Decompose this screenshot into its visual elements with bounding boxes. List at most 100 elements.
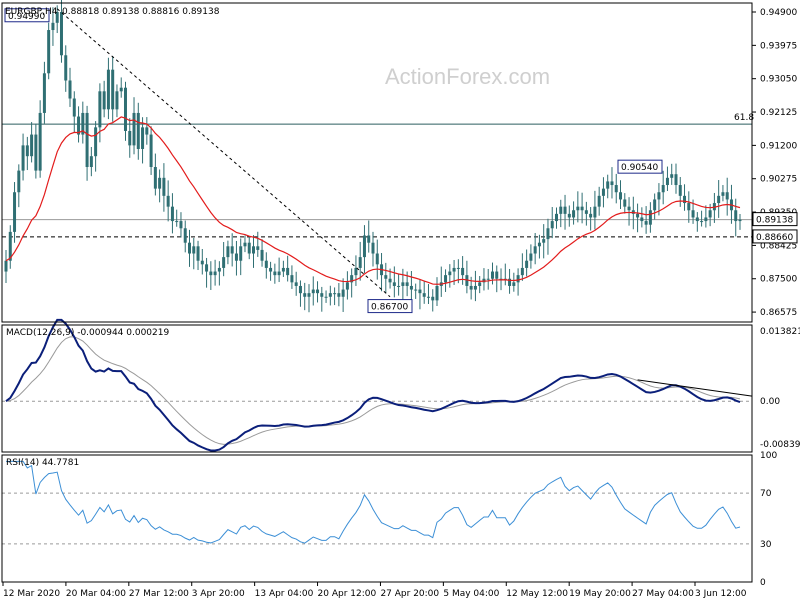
- x-tick-label: 13 Apr 04:00: [255, 589, 314, 599]
- candle: [149, 126, 153, 175]
- candle-body: [59, 12, 63, 56]
- candle-body: [678, 185, 682, 196]
- candle: [243, 235, 247, 253]
- price-tick-label: 0.91200: [760, 141, 797, 151]
- candle-body: [670, 174, 674, 178]
- candle-body: [145, 127, 149, 135]
- annotation-box: 0.90540: [617, 159, 663, 174]
- candle: [34, 123, 38, 179]
- candle: [567, 205, 571, 227]
- candle: [597, 186, 601, 216]
- candle: [239, 238, 243, 276]
- candle-body: [444, 275, 448, 283]
- candle: [648, 202, 652, 233]
- support-price-label: 0.88660: [752, 229, 798, 244]
- candle: [512, 272, 516, 292]
- candle-body: [298, 285, 302, 294]
- candle: [439, 266, 443, 297]
- candle: [85, 105, 89, 181]
- candle: [162, 163, 166, 212]
- candle-body: [362, 235, 366, 258]
- candle-body: [337, 293, 341, 297]
- candle-body: [542, 239, 546, 243]
- annotation-box: 0.86700: [367, 299, 413, 314]
- candle-body: [725, 192, 729, 200]
- candle-body: [636, 213, 640, 218]
- symbol-label: EURGBP,H4: [5, 7, 58, 17]
- candle: [371, 231, 375, 267]
- candle: [196, 240, 200, 271]
- annotation-frame: [4, 8, 50, 23]
- candle-body: [606, 181, 610, 189]
- candle-body: [490, 271, 494, 279]
- candle: [68, 67, 72, 107]
- candle-body: [123, 87, 127, 131]
- rsi-tick-label: 0: [760, 578, 766, 588]
- candle: [170, 193, 174, 234]
- candle-body: [738, 219, 742, 222]
- candle: [252, 235, 256, 268]
- candle-body: [81, 112, 85, 135]
- candle-body: [192, 246, 196, 254]
- candle: [188, 229, 191, 267]
- candle-body: [68, 80, 72, 99]
- candle: [337, 283, 341, 307]
- candle-body: [665, 177, 669, 186]
- candle-body: [384, 275, 388, 279]
- candle: [175, 209, 179, 227]
- candle: [657, 183, 661, 216]
- macd-tick-label: 0.00: [760, 397, 780, 407]
- candle-body: [277, 271, 281, 276]
- annotation-box: 0.94990: [4, 8, 50, 23]
- candle-body: [525, 260, 529, 268]
- candle: [77, 106, 81, 143]
- rsi-panel: [2, 460, 752, 545]
- current-price-label-text: 0.89138: [756, 216, 793, 226]
- candle-body: [153, 167, 157, 189]
- candle-body: [648, 210, 652, 225]
- candle-body: [375, 253, 379, 265]
- candle-body: [42, 73, 46, 113]
- candle-body: [683, 195, 687, 204]
- candle: [166, 180, 170, 222]
- candle-body: [333, 293, 337, 295]
- candle-body: [456, 267, 460, 269]
- candle-body: [128, 130, 132, 146]
- candle: [619, 180, 623, 210]
- candle-body: [4, 260, 8, 272]
- candle: [601, 177, 605, 208]
- candle: [431, 289, 435, 312]
- price-tick-label: 0.87500: [760, 275, 797, 285]
- price-tick-label: 0.93975: [760, 41, 797, 51]
- macd-frame: [1, 324, 753, 453]
- candle: [111, 56, 115, 122]
- annotation-frame: [617, 159, 663, 174]
- candle: [205, 257, 209, 288]
- candle: [661, 170, 665, 205]
- candle-body: [465, 275, 469, 286]
- candle: [55, 5, 59, 34]
- candle: [64, 45, 68, 92]
- candle-body: [516, 275, 520, 283]
- candle: [273, 263, 277, 284]
- candle: [614, 173, 618, 204]
- candle-body: [644, 221, 648, 225]
- candle-body: [721, 192, 725, 196]
- x-tick-label: 27 Apr 20:00: [380, 589, 439, 599]
- fib-label: 61.8: [734, 113, 754, 123]
- candle: [478, 276, 482, 294]
- candle-body: [397, 285, 401, 287]
- candle-body: [687, 203, 691, 211]
- candle-body: [567, 213, 571, 218]
- candle-body: [136, 112, 140, 149]
- candle: [623, 193, 627, 214]
- candle-body: [324, 296, 328, 298]
- support-price-label-frame: [752, 229, 798, 244]
- candle-body: [17, 170, 21, 193]
- candle: [610, 167, 614, 199]
- candle: [362, 225, 366, 273]
- candle: [559, 199, 563, 228]
- candle-body: [593, 206, 597, 218]
- candle: [704, 205, 708, 228]
